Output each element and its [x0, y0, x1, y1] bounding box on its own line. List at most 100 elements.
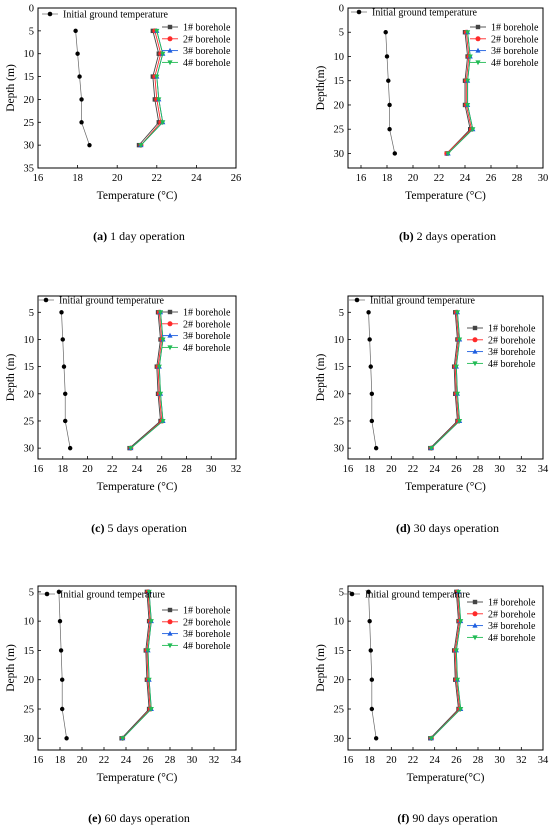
x-tick-label: 16 — [343, 755, 354, 766]
legend-marker — [47, 11, 53, 17]
legend-marker — [472, 337, 478, 343]
series-point-borehole-4 — [458, 619, 464, 624]
x-tick-label: 18 — [364, 464, 375, 475]
x-tick-label: 18 — [382, 173, 393, 184]
caption: (c) 5 days operation — [91, 521, 187, 535]
legend-label: Initial ground temperature — [372, 8, 478, 19]
legend-marker — [472, 635, 478, 641]
x-tick-label: 34 — [538, 464, 549, 475]
series-point-borehole-4 — [128, 446, 134, 451]
series-point-borehole-4 — [145, 648, 151, 654]
legend-marker — [167, 607, 173, 613]
x-tick-label: 26 — [451, 755, 462, 766]
legend-label: Initial ground temperature — [370, 296, 476, 307]
legend-label: 3# borehole — [488, 347, 536, 358]
legend-label: 2# borehole — [488, 609, 536, 620]
legend-label: Initial ground temperature — [60, 590, 166, 601]
x-axis-label: Temperature (°C) — [405, 190, 486, 202]
x-tick-label: 16 — [33, 464, 44, 475]
caption-text: 2 days operation — [414, 229, 496, 243]
x-tick-label: 22 — [99, 755, 110, 766]
x-tick-label: 22 — [408, 464, 419, 475]
legend-marker — [167, 24, 173, 30]
series-point-borehole-4 — [154, 74, 160, 80]
x-tick-label: 18 — [364, 755, 375, 766]
x-tick-label: 30 — [494, 464, 505, 475]
legend-label: 1# borehole — [491, 23, 539, 34]
y-tick-label: 15 — [334, 362, 345, 373]
legend-marker — [475, 47, 481, 53]
plot-frame — [37, 7, 237, 169]
series-point-initial — [387, 102, 392, 108]
x-axis-label: Temperature(°C) — [407, 772, 485, 784]
series-line-borehole-3 — [130, 312, 164, 449]
caption-label: (e) — [88, 811, 101, 825]
x-tick-label: 20 — [408, 173, 419, 184]
legend-marker — [356, 9, 362, 15]
legend-label: 3# borehole — [183, 629, 231, 640]
series-point-borehole-4 — [156, 364, 162, 370]
x-tick-label: 20 — [82, 464, 93, 475]
y-tick-label: 5 — [339, 28, 344, 39]
y-axis-label: Depth (m) — [315, 644, 327, 692]
series-line-borehole-1 — [121, 591, 150, 739]
y-tick-label: 30 — [24, 141, 35, 152]
x-tick-label: 28 — [181, 464, 192, 475]
series-line-borehole-4 — [122, 591, 152, 739]
legend-label: Initial ground temperature — [59, 296, 165, 307]
x-tick-label: 24 — [121, 755, 132, 766]
legend-marker — [167, 36, 173, 42]
y-tick-label: 25 — [334, 416, 345, 427]
legend-marker — [472, 622, 478, 628]
series-point-initial — [79, 97, 84, 102]
caption-label: (a) — [93, 229, 107, 243]
legend-marker — [472, 599, 478, 605]
series-point-initial — [58, 648, 64, 653]
series-line-borehole-2 — [431, 591, 461, 739]
chart-panel-d: 16 18 20 22 24 26 28 30 32 34 5 10 15 20 25 30 Temperatu… — [315, 295, 549, 535]
series-point-initial — [392, 151, 397, 156]
x-tick-label: 16 — [343, 464, 354, 475]
x-tick-label: 18 — [55, 755, 66, 766]
chart-panel-b: 16 18 20 22 24 26 28 30 0 5 10 15 20 25 30 Temperature … — [315, 4, 548, 244]
x-tick-label: 34 — [538, 755, 549, 766]
legend-marker — [354, 297, 360, 303]
legend-marker — [472, 361, 478, 367]
chart-panel-e: 16 18 20 22 24 26 28 30 32 34 5 10 15 20 25 30 Temperatu… — [5, 585, 242, 825]
caption-label: (b) — [399, 229, 414, 243]
x-tick-label: 28 — [473, 755, 484, 766]
chart-panel-a: 16 18 20 22 24 26 0 5 10 15 20 25 30 35 Temperature (°… — [5, 4, 241, 244]
y-axis-label: Depth (m) — [5, 644, 17, 692]
y-tick-label: 10 — [24, 335, 35, 346]
series-point-borehole-4 — [454, 310, 461, 316]
plot-frame — [347, 295, 544, 460]
y-tick-label: 5 — [29, 26, 34, 37]
series-point-initial — [57, 618, 63, 624]
series-point-initial — [87, 142, 92, 148]
y-axis-label: Depth (m) — [5, 64, 17, 112]
x-tick-label: 22 — [152, 173, 163, 184]
y-tick-label: 5 — [29, 308, 34, 319]
y-tick-label: 0 — [29, 4, 34, 15]
x-tick-label: 16 — [33, 173, 44, 184]
legend-label: 3# borehole — [183, 46, 231, 57]
series-point-borehole-4 — [458, 707, 464, 712]
series-point-initial — [383, 30, 388, 35]
legend-label: 2# borehole — [488, 335, 536, 346]
series-point-borehole-4 — [465, 78, 471, 84]
x-tick-label: 22 — [434, 173, 445, 184]
legend-marker — [475, 60, 481, 66]
x-axis-label: Temperature (°C) — [97, 190, 178, 202]
caption-label: (d) — [396, 521, 411, 535]
y-tick-label: 20 — [334, 389, 345, 400]
caption-label: (f) — [397, 811, 409, 825]
series-point-initial — [63, 418, 68, 424]
y-tick-label: 5 — [339, 587, 344, 598]
y-tick-label: 15 — [24, 646, 35, 657]
x-tick-label: 32 — [516, 755, 527, 766]
series-point-initial — [67, 445, 73, 451]
plot-frame — [37, 585, 237, 751]
y-tick-label: 0 — [339, 4, 344, 15]
series-point-borehole-4 — [148, 619, 154, 624]
series-line-borehole-1 — [129, 312, 161, 449]
